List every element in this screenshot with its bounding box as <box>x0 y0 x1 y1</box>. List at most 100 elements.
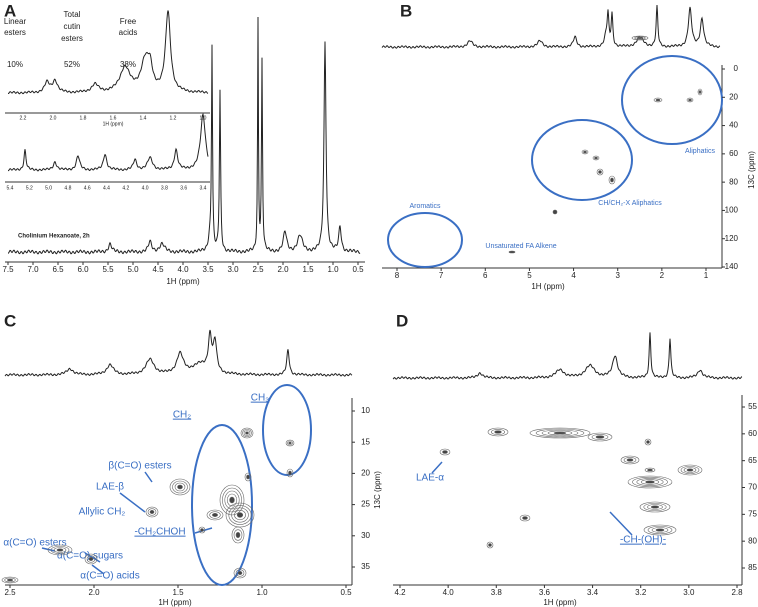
contour <box>592 155 600 161</box>
spectrum <box>4 329 353 377</box>
contour <box>529 427 591 439</box>
y-tick-label: 30 <box>361 531 370 540</box>
x-tick-label: 6 <box>483 271 488 280</box>
contour <box>623 457 637 463</box>
contour <box>50 545 70 555</box>
contour <box>206 509 224 521</box>
contour <box>229 496 235 504</box>
y-tick-label: 85 <box>748 563 757 572</box>
contour <box>228 505 252 525</box>
contour <box>647 504 663 510</box>
contour <box>231 507 249 523</box>
annotation: LAE-β <box>96 482 124 493</box>
inset-header: esters <box>61 34 83 43</box>
x-tick-label: 1 <box>704 271 709 280</box>
x-tick-label: 2.2 <box>20 115 27 121</box>
contour <box>587 432 613 442</box>
panel-label: D <box>396 311 408 330</box>
x-tick-label: 0.5 <box>340 588 352 597</box>
contour <box>245 431 249 435</box>
region-label: Unsaturated FA Alkene <box>485 243 556 250</box>
contour <box>644 438 652 446</box>
contour <box>1 576 19 584</box>
inset-header: Linear <box>4 17 27 26</box>
contour <box>697 88 703 96</box>
contour <box>610 177 614 183</box>
inset-header: Free <box>120 17 137 26</box>
x-tick-label: 1.4 <box>140 115 147 121</box>
x-tick-label: 2.0 <box>88 588 100 597</box>
x-tick-label: 0.5 <box>352 265 364 274</box>
contour <box>442 450 448 454</box>
x-tick-label: 1.0 <box>200 115 207 121</box>
regions <box>191 55 723 586</box>
x-tick-label: 3.0 <box>683 588 695 597</box>
x-tick-label: 4.0 <box>142 185 149 191</box>
x-tick-label: 7.5 <box>2 265 14 274</box>
contour <box>541 429 579 437</box>
spectrum <box>381 4 721 49</box>
x-tick-label: 3.0 <box>227 265 239 274</box>
spectrum <box>8 112 209 172</box>
contour <box>647 525 673 535</box>
contour <box>233 529 243 541</box>
x-tick-label: 4.4 <box>103 185 110 191</box>
contour <box>242 428 252 438</box>
contour <box>235 569 245 577</box>
contour <box>636 478 664 486</box>
x-tick-label: 3.6 <box>539 588 551 597</box>
x-tick-label: 3.4 <box>200 185 207 191</box>
contour <box>688 98 692 102</box>
y-tick-label: 10 <box>361 406 370 415</box>
spectrum <box>8 16 361 255</box>
x-tick-label: 5 <box>527 271 532 280</box>
contour <box>535 428 585 438</box>
contour <box>632 476 668 488</box>
x-tick-label: 7.0 <box>27 265 39 274</box>
contour <box>145 506 159 518</box>
contour <box>169 478 191 496</box>
region-label: Aromatics <box>409 203 441 210</box>
y-tick-label: 20 <box>729 92 738 101</box>
contour <box>553 431 567 435</box>
y-tick-label: 70 <box>748 483 757 492</box>
x-tick-label: 5.4 <box>7 185 14 191</box>
contour <box>644 467 656 473</box>
contour <box>285 439 295 447</box>
contour <box>174 482 186 492</box>
contour <box>288 470 292 476</box>
y-tick-label: 80 <box>729 177 738 186</box>
contour <box>235 532 241 538</box>
x-axis-title: 1H (ppm) <box>543 598 577 607</box>
contour <box>288 441 292 445</box>
y-tick-label: 140 <box>725 262 739 271</box>
y-tick-label: 25 <box>361 500 370 509</box>
arrows <box>41 461 633 575</box>
annotation: -CH-(OH)- <box>620 535 666 546</box>
y-tick-label: 80 <box>748 536 757 545</box>
x-tick-label: 3.6 <box>180 185 187 191</box>
contour <box>683 467 697 473</box>
inset-percent: 52% <box>64 60 80 69</box>
spectrum <box>392 332 743 380</box>
contour <box>698 90 702 94</box>
annotation: CH₂ <box>173 410 191 421</box>
x-tick-label: 5.2 <box>26 185 33 191</box>
contour <box>286 468 294 478</box>
contour <box>640 479 660 485</box>
contour <box>547 430 573 436</box>
x-tick-label: 3.8 <box>491 588 503 597</box>
region-label: CH/CH₂-X Aliphatics <box>598 200 662 207</box>
contour <box>508 250 516 254</box>
contour <box>86 555 96 563</box>
x-tick-label: 3.5 <box>202 265 214 274</box>
contour <box>56 548 64 552</box>
contour <box>172 480 188 494</box>
x-tick-label: 1.5 <box>302 265 314 274</box>
x-tick-label: 2.0 <box>277 265 289 274</box>
contour <box>200 528 204 532</box>
x-tick-label: 1.6 <box>110 115 117 121</box>
contour <box>655 528 665 532</box>
y-axis-title: 13C (ppm) <box>373 471 382 509</box>
panel-label: A <box>4 1 16 20</box>
